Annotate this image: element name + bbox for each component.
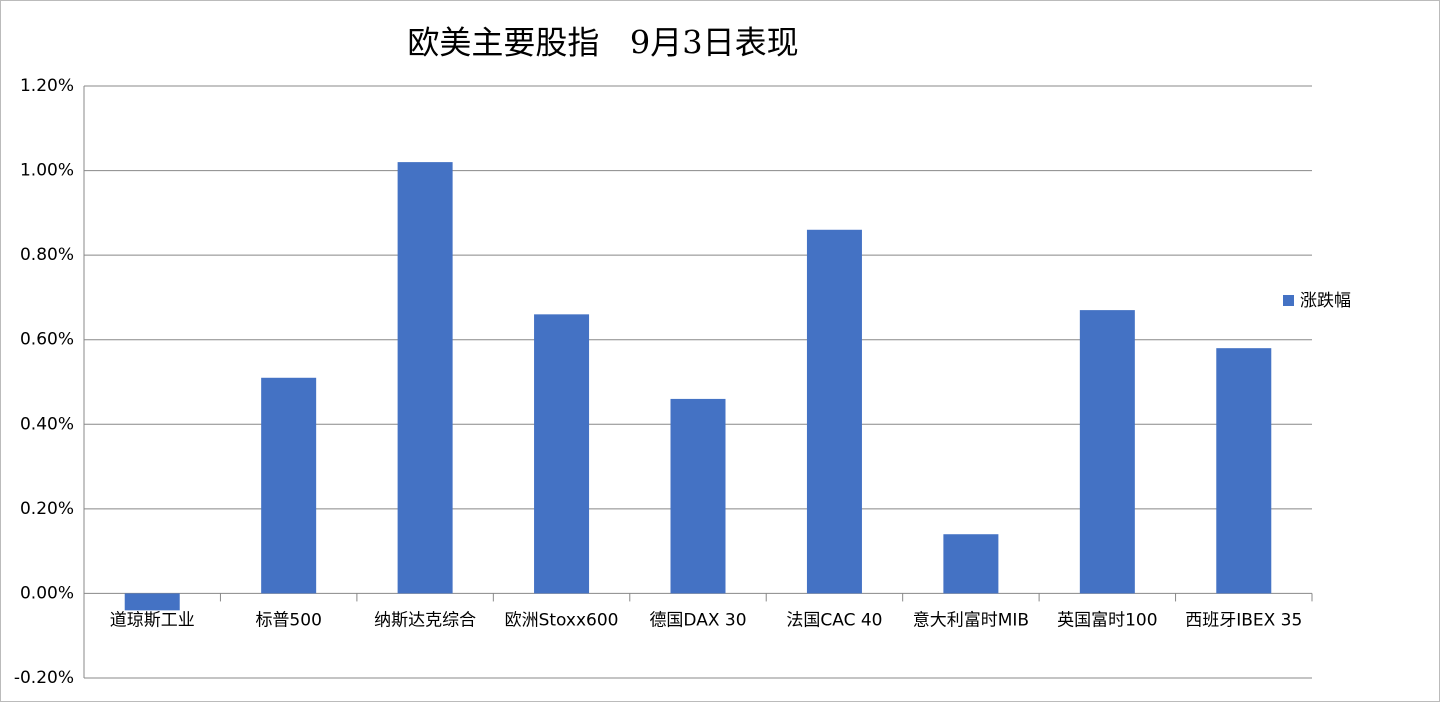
bar bbox=[1079, 310, 1135, 594]
y-tick-label: 0.80% bbox=[20, 245, 74, 265]
y-tick-label: 1.00% bbox=[20, 161, 74, 181]
bar bbox=[261, 377, 317, 594]
y-tick-label: 1.20% bbox=[20, 76, 74, 96]
y-tick-label: 0.00% bbox=[20, 583, 74, 603]
bar bbox=[124, 593, 180, 611]
y-tick-label: -0.20% bbox=[14, 668, 74, 688]
x-tick-label: 英国富时100 bbox=[1057, 610, 1157, 630]
y-tick-label: 0.60% bbox=[20, 330, 74, 350]
chart-title: 欧美主要股指 9月3日表现 bbox=[407, 24, 798, 62]
bar bbox=[534, 314, 590, 594]
x-tick-label: 法国CAC 40 bbox=[786, 610, 882, 630]
x-tick-label: 纳斯达克综合 bbox=[374, 610, 476, 630]
bar bbox=[670, 398, 726, 594]
legend-label: 涨跌幅 bbox=[1300, 291, 1351, 311]
x-tick-label: 道琼斯工业 bbox=[110, 610, 195, 630]
x-tick-label: 欧洲Stoxx600 bbox=[505, 610, 619, 630]
y-tick-label: 0.20% bbox=[20, 499, 74, 519]
x-tick-label: 德国DAX 30 bbox=[649, 610, 746, 630]
x-tick-label: 西班牙IBEX 35 bbox=[1185, 610, 1302, 630]
bar bbox=[397, 162, 453, 594]
legend-swatch bbox=[1283, 295, 1294, 306]
bar bbox=[806, 229, 862, 594]
y-tick-label: 0.40% bbox=[20, 414, 74, 434]
x-tick-label: 意大利富时MIB bbox=[913, 610, 1029, 630]
bar bbox=[1216, 348, 1272, 594]
x-tick-label: 标普500 bbox=[255, 610, 321, 630]
bar bbox=[943, 534, 999, 594]
